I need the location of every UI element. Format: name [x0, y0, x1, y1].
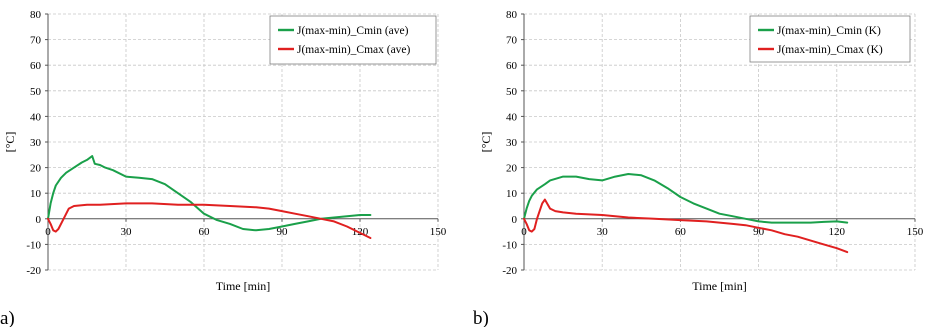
y-tick-label: 70 [30, 35, 42, 47]
x-axis-title: Time [min] [692, 279, 747, 293]
x-axis-title: Time [min] [216, 279, 271, 293]
y-tick-label: 0 [512, 214, 518, 226]
y-tick-label: -20 [502, 265, 517, 277]
x-tick-label: 150 [907, 226, 924, 238]
y-tick-label: -10 [26, 239, 41, 251]
legend-entry-2: J(max-min)_Cmax (ave) [297, 44, 411, 56]
legend: J(max-min)_Cmin (ave) J(max-min)_Cmax (av… [269, 15, 437, 65]
legend-entry-2: J(max-min)_Cmax (K) [777, 44, 883, 56]
y-tick-label: 10 [506, 188, 518, 200]
panel-label: b) [473, 308, 489, 327]
y-tick-label: -10 [502, 239, 517, 251]
y-tick-label: 40 [506, 111, 518, 123]
legend-entry-1: J(max-min)_Cmin (K) [777, 25, 881, 37]
legend: J(max-min)_Cmin (K) J(max-min)_Cmax (K) [749, 15, 911, 63]
x-tick-label: 0 [45, 226, 51, 238]
x-tick-label: 30 [597, 226, 609, 238]
y-tick-label: 60 [506, 60, 518, 72]
legend-box [749, 15, 911, 63]
y-tick-label: 70 [506, 35, 518, 47]
x-tick-label: 150 [430, 226, 447, 238]
y-tick-label: 80 [30, 9, 42, 21]
x-tick-label: 60 [199, 226, 211, 238]
y-tick-label: 20 [506, 163, 518, 175]
x-tick-label: 120 [829, 226, 846, 238]
series-line-1 [523, 173, 849, 224]
legend-box [269, 15, 437, 65]
y-tick-label: 30 [506, 137, 518, 149]
series-line-1 [47, 155, 372, 232]
y-axis-title: [°C] [479, 132, 493, 153]
x-tick-label: 0 [521, 226, 527, 238]
x-tick-label: 90 [753, 226, 765, 238]
y-tick-label: 40 [30, 111, 42, 123]
x-tick-label: 30 [121, 226, 133, 238]
y-tick-label: 80 [506, 9, 518, 21]
y-tick-label: 20 [30, 163, 42, 175]
y-tick-label: 50 [30, 86, 42, 98]
y-tick-label: 60 [30, 60, 42, 72]
series-line-2 [523, 198, 849, 254]
y-axis-title: [°C] [3, 132, 17, 153]
panel-label: a) [0, 308, 15, 327]
legend-entry-1: J(max-min)_Cmin (ave) [297, 25, 409, 37]
y-tick-label: 50 [506, 86, 518, 98]
x-tick-label: 90 [277, 226, 289, 238]
y-tick-label: 30 [30, 137, 42, 149]
series-line-2 [47, 202, 372, 239]
x-tick-label: 60 [675, 226, 687, 238]
chart-b: -20 -10 0 10 20 30 40 50 60 70 80 0 30 60 90 120 150 Time… [473, 9, 924, 327]
y-tick-label: 0 [36, 214, 42, 226]
y-tick-label: 10 [30, 188, 42, 200]
y-tick-label: -20 [26, 265, 41, 277]
